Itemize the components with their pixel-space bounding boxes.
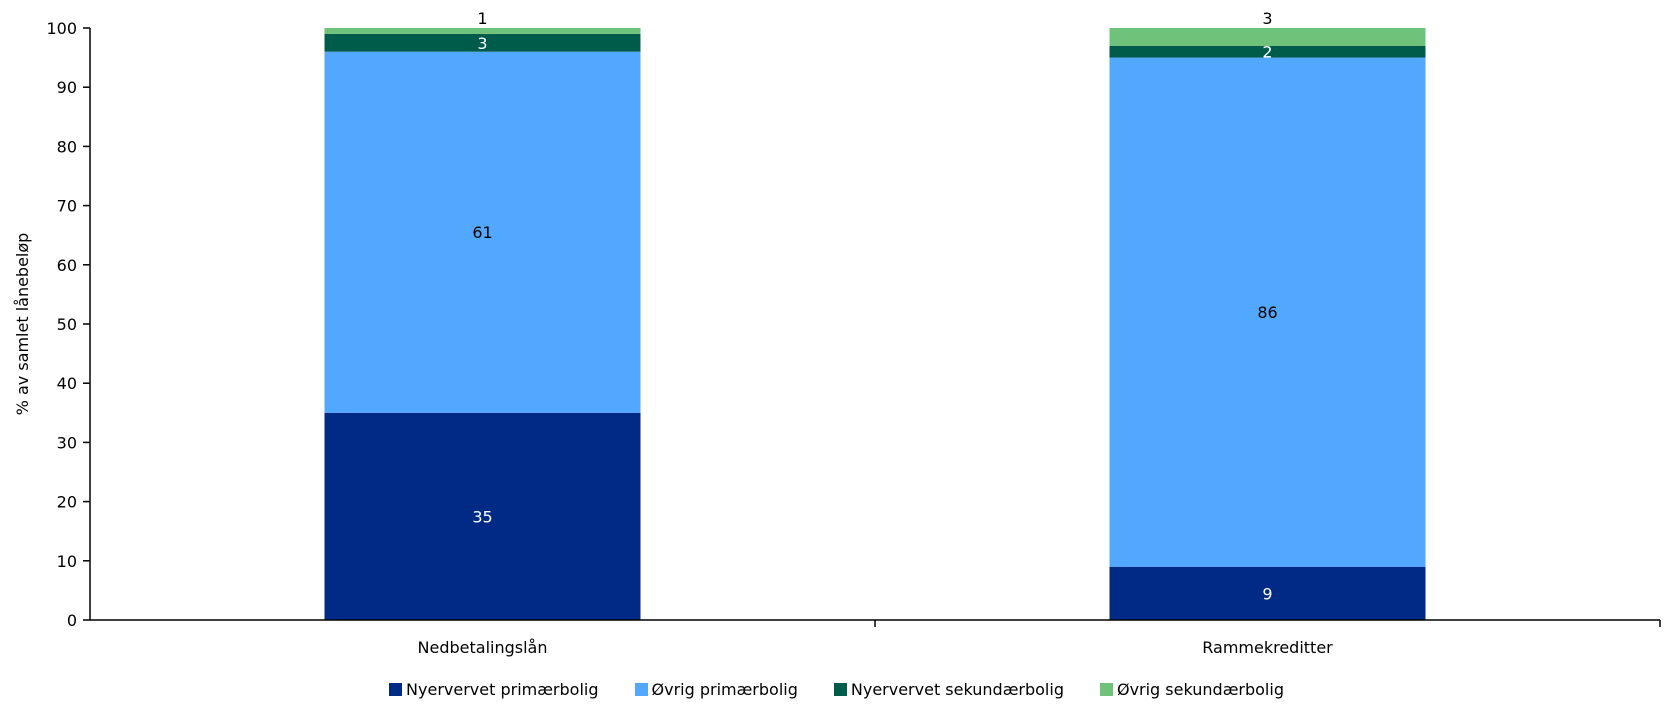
bar-segment: [324, 412, 641, 620]
data-label: 9: [1262, 584, 1272, 603]
bar-segment: [324, 33, 641, 52]
legend-swatch: [389, 683, 403, 696]
y-axis-label: % av samlet lånebeløp: [13, 233, 32, 416]
data-label: 2: [1262, 43, 1272, 62]
y-tick-label: 60: [57, 256, 77, 275]
legend-item: Øvrig primærbolig: [634, 680, 798, 699]
bar-segment: [324, 28, 641, 34]
legend: Nyervervet primærbolig Øvrig primærbolig N…: [0, 680, 1673, 699]
bar-segment: [324, 51, 641, 413]
legend-label: Øvrig primærbolig: [651, 680, 798, 699]
legend-swatch: [634, 683, 648, 696]
y-tick-label: 90: [57, 78, 77, 97]
legend-label: Nyervervet primærbolig: [406, 680, 599, 699]
bar-stack-group: [324, 28, 1426, 620]
data-label-group: 35 61 3 1 9 86 2 3: [472, 9, 1277, 603]
y-tick-label: 40: [57, 374, 77, 393]
legend-label: Nyervervet sekundærbolig: [850, 680, 1064, 699]
legend-swatch: [1099, 683, 1113, 696]
category-label: Nedbetalingslån: [418, 638, 548, 657]
legend-item: Øvrig sekundærbolig: [1099, 680, 1284, 699]
chart-plot: 0 10 20 30 40 50 60 70 80 90 100 35 61 3 1 9 86 2 3 Nedbe…: [13, 9, 1661, 657]
bar-segment: [1109, 45, 1426, 58]
y-tick-label: 20: [57, 493, 77, 512]
legend-item: Nyervervet primærbolig: [389, 680, 599, 699]
y-tick-label: 50: [57, 315, 77, 334]
y-tick-label: 10: [57, 552, 77, 571]
bar-segment: [1109, 566, 1426, 620]
data-label: 86: [1257, 303, 1277, 322]
data-label: 61: [472, 223, 492, 242]
bar-segment: [1109, 28, 1426, 46]
y-tick-label: 30: [57, 433, 77, 452]
category-label-group: Nedbetalingslån Rammekreditter: [418, 638, 1334, 657]
legend-item: Nyervervet sekundærbolig: [833, 680, 1064, 699]
legend-swatch: [833, 683, 847, 696]
y-axis-ticks: 0 10 20 30 40 50 60 70 80 90 100: [46, 19, 1661, 630]
bar-segment: [1109, 57, 1426, 567]
data-label: 3: [1262, 9, 1272, 28]
y-tick-label: 0: [67, 611, 77, 630]
y-tick-label: 80: [57, 137, 77, 156]
data-label: 1: [477, 9, 487, 28]
legend-label: Øvrig sekundærbolig: [1116, 680, 1284, 699]
y-tick-label: 70: [57, 197, 77, 216]
data-label: 35: [472, 507, 492, 526]
data-label: 3: [477, 34, 487, 53]
category-label: Rammekreditter: [1202, 638, 1333, 657]
y-tick-label: 100: [46, 19, 77, 38]
